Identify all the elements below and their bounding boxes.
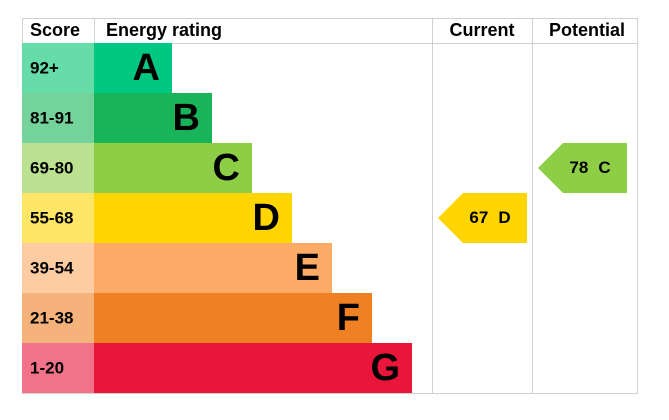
rating-bar	[94, 343, 412, 393]
header-energy-rating: Energy rating	[106, 20, 222, 40]
score-cell	[22, 43, 94, 93]
score-range: 1-20	[30, 358, 64, 377]
rating-bar	[94, 143, 252, 193]
current-label: 67 D	[469, 208, 510, 227]
score-range: 92+	[30, 58, 59, 77]
rating-bar	[94, 43, 172, 93]
potential-arrow	[538, 143, 627, 193]
rating-bar	[94, 293, 372, 343]
score-cell	[22, 243, 94, 293]
score-cell	[22, 343, 94, 393]
header-score: Score	[30, 20, 80, 40]
score-cell	[22, 93, 94, 143]
score-range: 21-38	[30, 308, 73, 327]
score-range: 55-68	[30, 208, 73, 227]
rating-bar	[94, 243, 332, 293]
score-range: 81-91	[30, 108, 73, 127]
rating-bar	[94, 193, 292, 243]
rating-letter: F	[337, 297, 360, 339]
potential-rating: C	[598, 158, 610, 177]
score-cell	[22, 193, 94, 243]
score-cell	[22, 293, 94, 343]
current-score: 67	[469, 208, 488, 227]
rating-letter: E	[295, 247, 320, 289]
rating-letter: A	[133, 47, 160, 89]
score-cell	[22, 143, 94, 193]
rating-letter: D	[253, 197, 280, 239]
header-current: Current	[449, 20, 514, 40]
potential-score: 78	[569, 158, 588, 177]
header-potential: Potential	[549, 20, 625, 40]
rating-letter: G	[370, 347, 400, 389]
current-arrow	[438, 193, 527, 243]
rating-letter: C	[213, 147, 240, 189]
potential-label: 78 C	[569, 158, 610, 177]
score-range: 69-80	[30, 158, 73, 177]
current-rating: D	[498, 208, 510, 227]
rating-letter: B	[173, 97, 200, 139]
rating-bar	[94, 93, 212, 143]
score-range: 39-54	[30, 258, 74, 277]
